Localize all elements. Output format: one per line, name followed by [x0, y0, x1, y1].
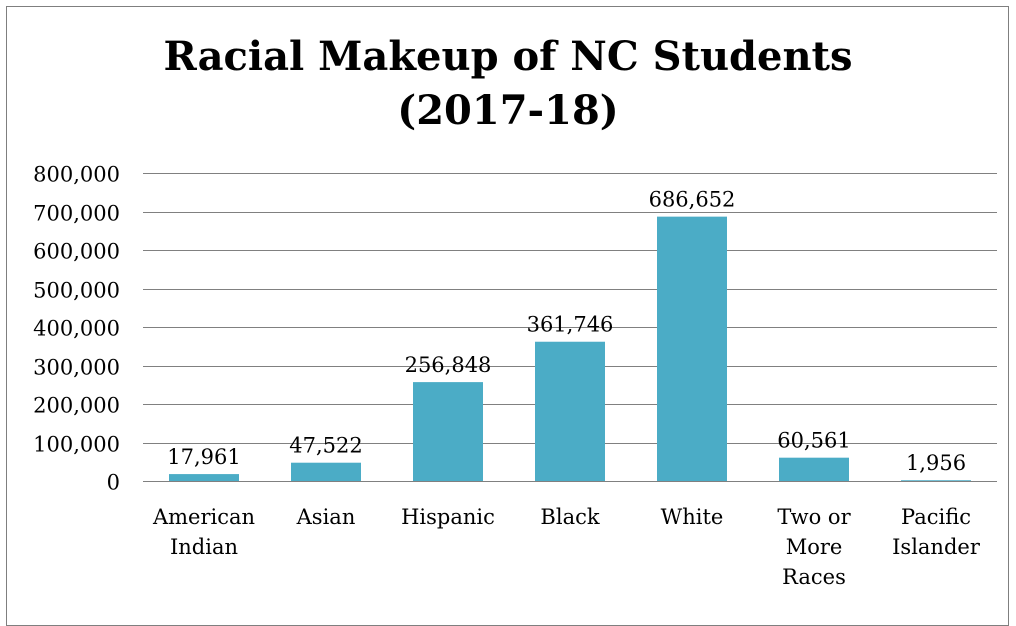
bar [169, 474, 239, 481]
x-tick-label: Hispanic [401, 505, 495, 529]
x-tick-label-line: More [786, 535, 843, 559]
y-tick-label: 800,000 [33, 163, 120, 187]
bar [901, 480, 971, 481]
x-tick-label-line: Indian [170, 535, 238, 559]
bar [535, 342, 605, 481]
x-tick-label: White [661, 505, 724, 529]
data-label: 686,652 [649, 188, 736, 212]
y-tick-label: 300,000 [33, 356, 120, 380]
data-label: 60,561 [777, 429, 850, 453]
bar [657, 217, 727, 481]
x-tick-label: Pacific Islander [892, 505, 981, 559]
data-label: 47,522 [289, 434, 362, 458]
x-tick-label: Black [540, 505, 599, 529]
x-tick-label: American Indian [152, 505, 255, 559]
x-tick-label: Asian [296, 505, 356, 529]
y-tick-label: 200,000 [33, 394, 120, 418]
bar [413, 382, 483, 481]
bar-chart: 0 100,000 200,000 300,000 400,000 500,000 600,… [0, 0, 1016, 606]
x-tick-label-line: Hispanic [401, 505, 495, 529]
y-tick-label: 600,000 [33, 240, 120, 264]
bar [291, 463, 361, 481]
x-tick-label-line: Islander [892, 535, 981, 559]
y-axis-tick-labels: 0 100,000 200,000 300,000 400,000 500,000 600,… [33, 163, 120, 495]
y-tick-label: 700,000 [33, 202, 120, 226]
x-tick-label-line: White [661, 505, 724, 529]
x-tick-label-line: American [152, 505, 255, 529]
x-tick-label-line: Pacific [901, 505, 971, 529]
x-tick-label: Two or More Races [777, 505, 851, 589]
bar [779, 458, 849, 481]
data-label: 256,848 [405, 353, 492, 377]
y-tick-label: 100,000 [33, 433, 120, 457]
data-label: 17,961 [167, 445, 240, 469]
x-axis-tick-labels: American Indian Asian Hispanic Black White Two… [152, 505, 981, 589]
x-tick-label-line: Races [782, 565, 846, 589]
x-tick-label-line: Asian [296, 505, 356, 529]
y-tick-label: 500,000 [33, 279, 120, 303]
data-label: 1,956 [906, 451, 966, 475]
y-tick-label: 0 [107, 471, 120, 495]
data-label: 361,746 [527, 313, 614, 337]
y-tick-label: 400,000 [33, 317, 120, 341]
x-tick-label-line: Two or [777, 505, 851, 529]
x-tick-label-line: Black [540, 505, 599, 529]
